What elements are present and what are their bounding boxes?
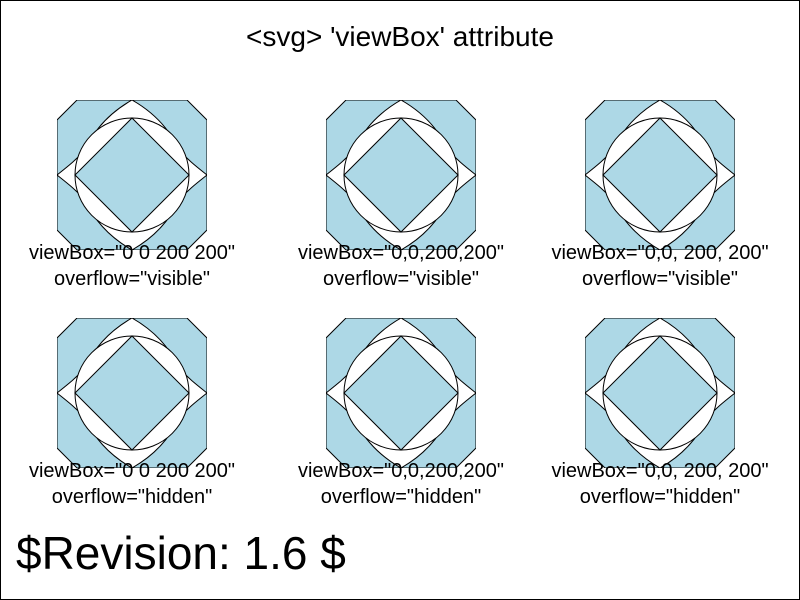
cell-label: viewBox="0,0, 200, 200" overflow="hidden… [530, 458, 790, 510]
overflow-label: overflow="visible" [54, 268, 210, 290]
viewbox-cell-4: viewBox="0 0 200 200" overflow="hidden" [2, 318, 262, 518]
viewbox-figure-1 [57, 100, 207, 250]
overflow-label: overflow="hidden" [320, 486, 482, 508]
viewbox-figure-4 [57, 318, 207, 468]
viewbox-label: viewBox="0 0 200 200" [28, 460, 235, 482]
viewbox-cell-5: viewBox="0,0,200,200" overflow="hidden" [271, 318, 531, 518]
overflow-label: overflow="visible" [323, 268, 479, 290]
page-title: <svg> 'viewBox' attribute [246, 21, 554, 52]
viewbox-label: viewBox="0,0,200,200" [297, 460, 504, 482]
viewbox-figure-2 [326, 100, 476, 250]
viewbox-label: viewBox="0,0,200,200" [297, 242, 504, 264]
viewbox-label: viewBox="0 0 200 200" [28, 242, 235, 264]
viewbox-cell-6: viewBox="0,0, 200, 200" overflow="hidden… [530, 318, 790, 518]
viewbox-cell-2: viewBox="0,0,200,200" overflow="visible" [271, 100, 531, 300]
cell-label: viewBox="0,0,200,200" overflow="visible" [271, 240, 531, 292]
viewbox-cell-3: viewBox="0,0, 200, 200" overflow="visibl… [530, 100, 790, 300]
overflow-label: overflow="hidden" [579, 486, 741, 508]
cell-label: viewBox="0,0, 200, 200" overflow="visibl… [530, 240, 790, 292]
viewbox-figure-5 [326, 318, 476, 468]
viewbox-cell-1: viewBox="0 0 200 200" overflow="visible" [2, 100, 262, 300]
viewbox-figure-3 [585, 100, 735, 250]
cell-label: viewBox="0 0 200 200" overflow="visible" [2, 240, 262, 292]
cell-label: viewBox="0,0,200,200" overflow="hidden" [271, 458, 531, 510]
revision-label: $Revision: 1.6 $ [16, 527, 346, 579]
overflow-label: overflow="visible" [582, 268, 738, 290]
overflow-label: overflow="hidden" [51, 486, 213, 508]
viewbox-label: viewBox="0,0, 200, 200" [551, 242, 769, 264]
viewbox-label: viewBox="0,0, 200, 200" [551, 460, 769, 482]
viewbox-figure-6 [585, 318, 735, 468]
cell-label: viewBox="0 0 200 200" overflow="hidden" [2, 458, 262, 510]
